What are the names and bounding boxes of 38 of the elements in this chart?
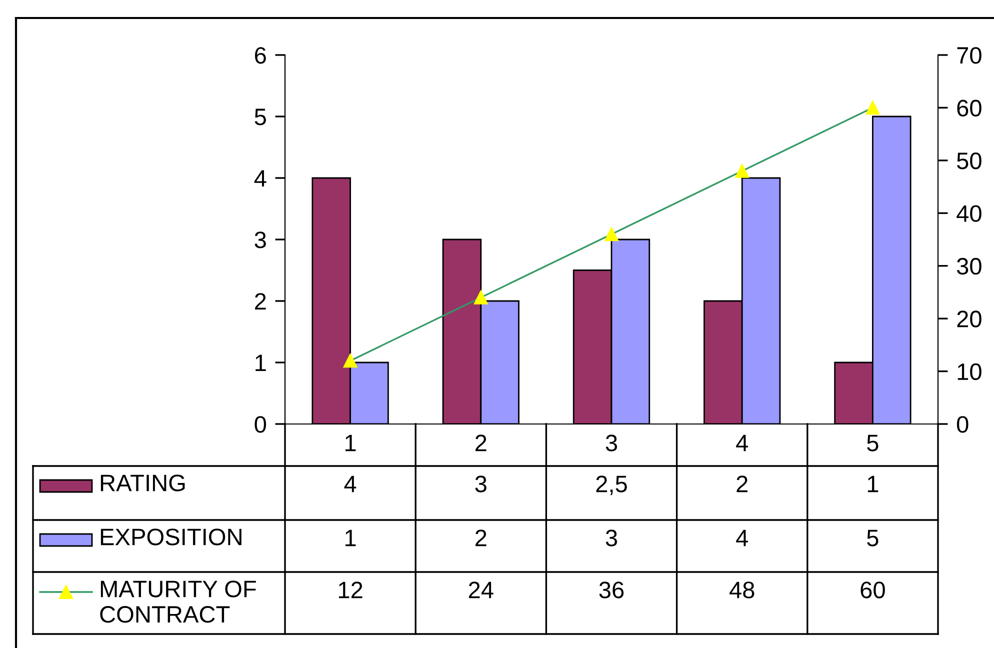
y2-tick-label: 30 xyxy=(956,258,982,275)
x-tick-label: 2 xyxy=(476,434,486,452)
y-tick-label: 1 xyxy=(256,354,266,372)
y2-tick-label: 50 xyxy=(957,152,982,170)
x-tick-label: 1 xyxy=(346,434,356,452)
legend-label: MATURITY OF CONTRACT xyxy=(100,580,256,623)
data-label: 1 xyxy=(346,530,356,546)
y2-tick-label: 60 xyxy=(957,100,982,116)
x-tick-label: 3 xyxy=(606,434,618,452)
y2-tick-label: 40 xyxy=(956,205,982,222)
y-tick-label: 2 xyxy=(255,293,266,310)
data-label: 4 xyxy=(736,530,748,546)
data-label: 5 xyxy=(867,530,878,546)
data-label: 60 xyxy=(860,582,885,598)
y-tick-label: 6 xyxy=(255,47,266,64)
data-label: 3 xyxy=(606,530,618,546)
data-label: 1 xyxy=(868,476,878,492)
data-label: 36 xyxy=(599,582,624,598)
data-label: 2 xyxy=(476,530,486,546)
x-tick-label: 5 xyxy=(867,434,878,452)
data-label: 12 xyxy=(338,582,362,598)
data-label: 24 xyxy=(468,582,494,598)
data-label: 2 xyxy=(736,476,748,492)
y2-tick-label: 70 xyxy=(957,47,982,64)
x-tick-label: 4 xyxy=(736,434,748,452)
data-label: 3 xyxy=(475,476,486,492)
legend-label: RATING xyxy=(100,474,185,492)
y2-tick-label: 20 xyxy=(957,310,982,328)
data-label: 48 xyxy=(730,582,754,598)
data-label: 2,5 xyxy=(596,476,627,496)
y2-tick-label: 0 xyxy=(956,416,968,433)
y-tick-label: 0 xyxy=(254,416,266,433)
legend-label: EXPOSITION xyxy=(100,528,242,546)
y-tick-label: 3 xyxy=(254,232,266,248)
y-tick-label: 5 xyxy=(254,108,266,126)
y2-tick-label: 10 xyxy=(958,363,982,380)
y-tick-label: 4 xyxy=(254,170,266,187)
data-label: 4 xyxy=(344,476,356,492)
